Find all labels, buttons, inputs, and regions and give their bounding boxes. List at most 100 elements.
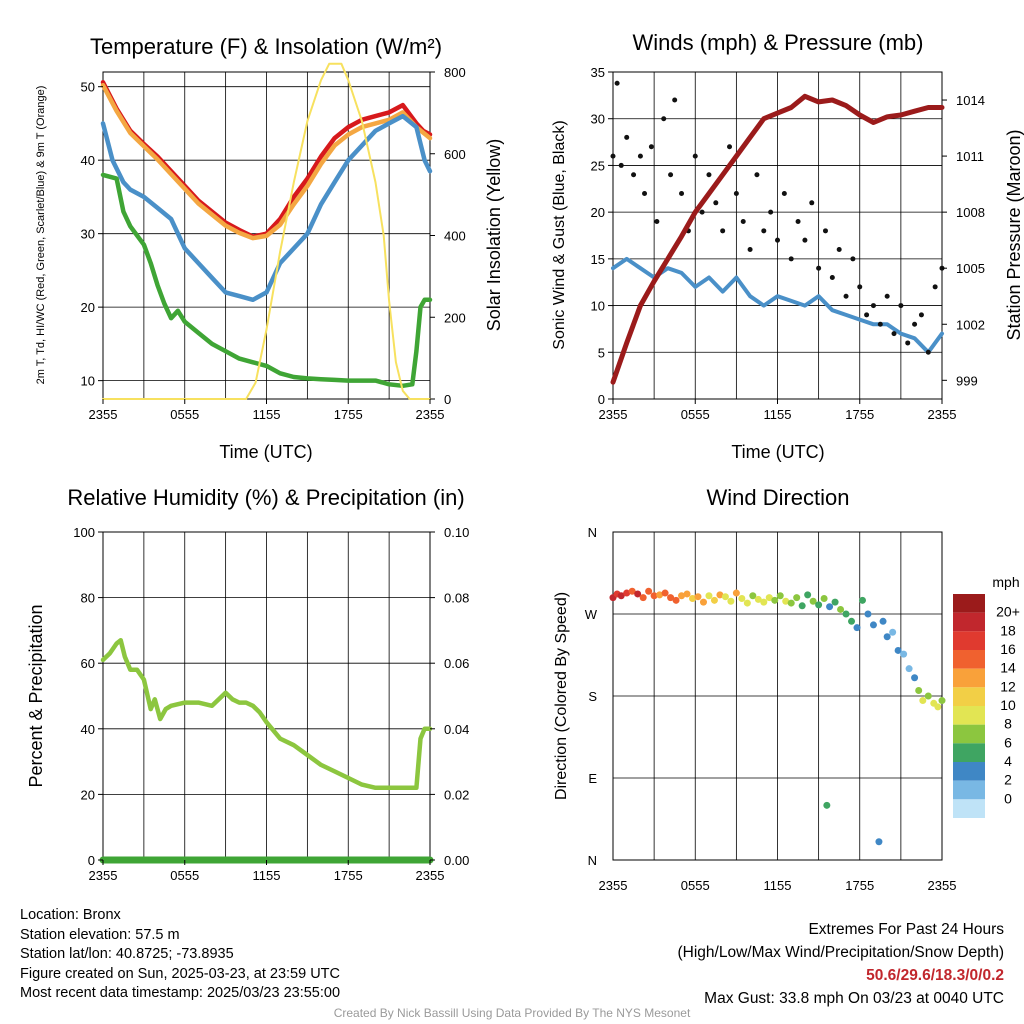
wind-direction-point — [749, 592, 757, 600]
colorbar-swatch — [953, 650, 985, 669]
gust-point — [614, 80, 620, 86]
gust-point — [740, 218, 746, 224]
wind-direction-point — [634, 590, 642, 598]
wind-direction-point — [694, 593, 702, 601]
gust-point — [747, 247, 753, 253]
x-tick-label: 0555 — [681, 407, 710, 422]
extremes-title: Extremes For Past 24 Hours — [808, 921, 1004, 938]
station-info: Location: Bronx Station elevation: 57.5 … — [20, 906, 340, 1004]
wind-direction-point — [842, 610, 850, 618]
gust-point — [692, 153, 698, 159]
winds-series — [610, 80, 945, 385]
colorbar-label: 16 — [1000, 641, 1016, 657]
latlon-text: Station lat/lon: 40.8725; -73.8935 — [20, 946, 234, 962]
x-tick-label: 2355 — [416, 407, 445, 422]
wind-direction-point — [809, 597, 817, 605]
gust-point — [761, 228, 767, 234]
relative-humidity-line — [100, 637, 433, 791]
y-left-tick-label: 10 — [81, 374, 95, 389]
wind-direction-point — [905, 665, 913, 673]
heat-index-wind-chill-line — [100, 113, 433, 303]
wind-direction-grid — [613, 531, 942, 861]
y-right-tick-label: 0.08 — [444, 591, 469, 606]
direction-tick-label: N — [588, 525, 597, 540]
extremes-block: Extremes For Past 24 Hours (High/Low/Max… — [678, 918, 1005, 1010]
y-right-tick-label: 0.04 — [444, 722, 469, 737]
y-left-tick-label: 5 — [598, 345, 605, 360]
nine-meter-temperature-line — [100, 82, 433, 241]
wind-direction-point — [667, 594, 675, 602]
location-text: Location: Bronx — [20, 907, 121, 923]
gust-point — [864, 312, 870, 318]
wind-direction-point — [732, 589, 740, 597]
colorbar-label: 6 — [1004, 734, 1012, 750]
gust-point — [624, 134, 630, 140]
wind-direction-point — [848, 617, 856, 625]
y-left-tick-label: 0 — [598, 392, 605, 407]
x-tick-label: 2355 — [89, 407, 118, 422]
gust-point — [679, 190, 685, 196]
temperature-panel: Temperature (F) & Insolation (W/m²) 2355… — [35, 34, 504, 462]
colorbar-swatch — [953, 687, 985, 706]
y-right-tick-label: 1014 — [956, 93, 985, 108]
gust-point — [898, 303, 904, 309]
colorbar-title: mph — [992, 574, 1019, 590]
speed-colorbar: 20+ 18 16 14 12 10 8 6 4 2 0 — [953, 594, 1020, 818]
gust-point — [822, 228, 828, 234]
wind-direction-point — [628, 587, 636, 595]
wind-direction-point — [798, 602, 806, 610]
gust-point — [829, 275, 835, 281]
y-left-tick-label: 15 — [591, 252, 605, 267]
wind-direction-panel-title: Wind Direction — [706, 485, 849, 510]
y-right-tick-label: 400 — [444, 229, 466, 244]
wind-direction-point — [760, 598, 768, 606]
gust-point — [672, 97, 678, 103]
direction-tick-label: S — [588, 689, 597, 704]
humidity-grid — [103, 531, 430, 861]
wind-direction-point — [699, 598, 707, 606]
x-tick-label: 1755 — [845, 407, 874, 422]
y-right-tick-label: 0.06 — [444, 656, 469, 671]
colorbar-label: 8 — [1004, 716, 1012, 732]
gust-point — [870, 303, 876, 309]
credit-text: Created By Nick Bassill Using Data Provi… — [333, 1006, 691, 1020]
x-tick-label: 2355 — [599, 878, 628, 893]
gust-point — [857, 284, 863, 290]
x-tick-label: 1155 — [253, 868, 281, 883]
x-tick-label: 1155 — [764, 878, 792, 893]
gust-point — [713, 200, 719, 206]
y-left-tick-label: 0 — [88, 853, 95, 868]
gust-point — [932, 284, 938, 290]
y-right-tick-label: 1011 — [956, 149, 984, 164]
x-tick-label: 0555 — [681, 878, 710, 893]
gust-point — [836, 247, 842, 253]
gust-point — [654, 218, 660, 224]
wind-direction-points — [609, 587, 946, 846]
x-tick-label: 1755 — [334, 868, 363, 883]
wind-direction-point — [782, 597, 790, 605]
y-left-tick-label: 40 — [81, 153, 95, 168]
gust-point — [699, 209, 705, 215]
temperature-ylabel-left: 2m T, Td, HI/WC (Red, Green, Scarlet/Blu… — [35, 86, 47, 385]
gust-point — [877, 321, 883, 327]
temperature-ylabel-right: Solar Insolation (Yellow) — [484, 139, 504, 331]
gust-point — [905, 340, 911, 346]
colorbar-label: 4 — [1004, 753, 1012, 769]
wind-direction-point — [831, 598, 839, 606]
wind-direction-point — [661, 589, 669, 597]
direction-tick-label: E — [588, 771, 597, 786]
winds-ylabel-right: Station Pressure (Maroon) — [1004, 129, 1024, 340]
wind-direction-point — [743, 599, 751, 607]
gust-point — [706, 172, 712, 178]
wind-direction-point — [754, 595, 762, 603]
x-tick-label: 1155 — [253, 407, 281, 422]
wind-direction-point — [787, 599, 795, 607]
wind-direction-point — [823, 801, 831, 809]
gust-point — [668, 172, 674, 178]
gust-point — [816, 265, 822, 271]
gust-point — [912, 321, 918, 327]
colorbar-label: 0 — [1004, 790, 1012, 806]
wind-direction-point — [776, 592, 784, 600]
direction-tick-label: W — [585, 607, 598, 622]
wind-direction-point — [721, 593, 729, 601]
